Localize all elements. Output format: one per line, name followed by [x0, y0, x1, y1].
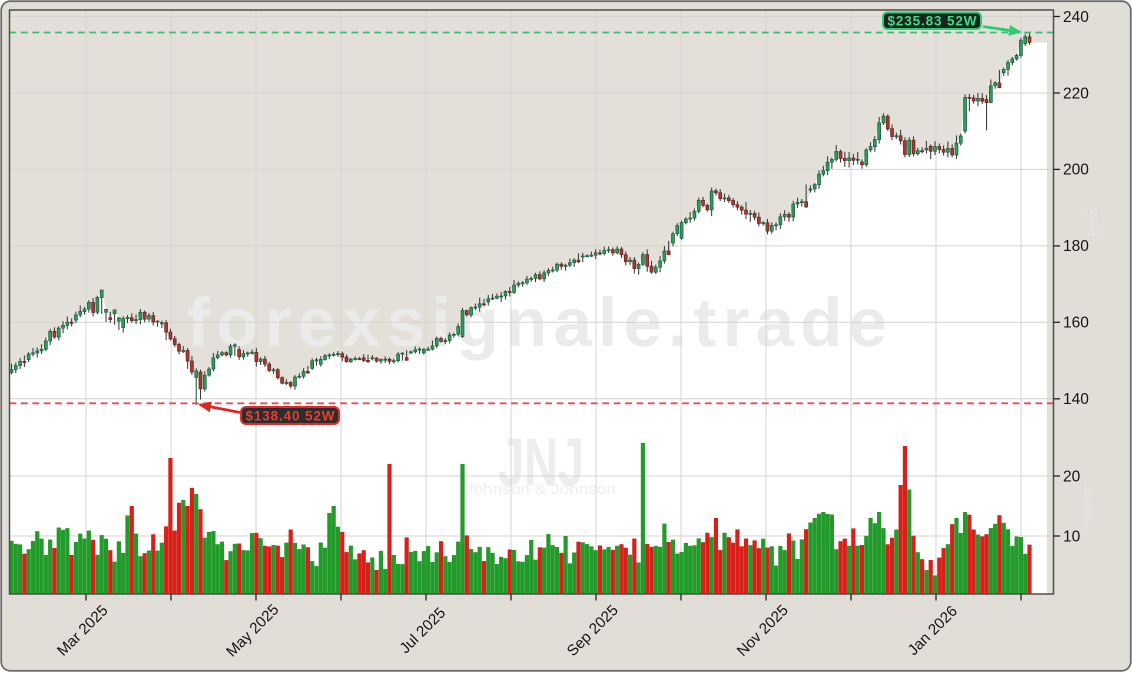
svg-text:$235.83 52W: $235.83 52W — [888, 14, 977, 29]
svg-text:Volumen: Volumen — [1079, 483, 1094, 534]
svg-text:Preis: Preis — [1085, 207, 1100, 237]
svg-text:Johnson & Johnson: Johnson & Johnson — [465, 482, 616, 498]
svg-text:140: 140 — [1063, 391, 1089, 408]
svg-text:220: 220 — [1063, 85, 1089, 102]
svg-text:200: 200 — [1063, 162, 1089, 179]
svg-text:20: 20 — [1063, 468, 1081, 485]
svg-text:240: 240 — [1063, 9, 1089, 26]
svg-text:JNJ: JNJ — [498, 425, 584, 501]
svg-text:$138.40 52W: $138.40 52W — [246, 409, 335, 424]
svg-text:180: 180 — [1063, 238, 1089, 255]
svg-text:160: 160 — [1063, 315, 1089, 332]
svg-text:10: 10 — [1063, 528, 1081, 545]
